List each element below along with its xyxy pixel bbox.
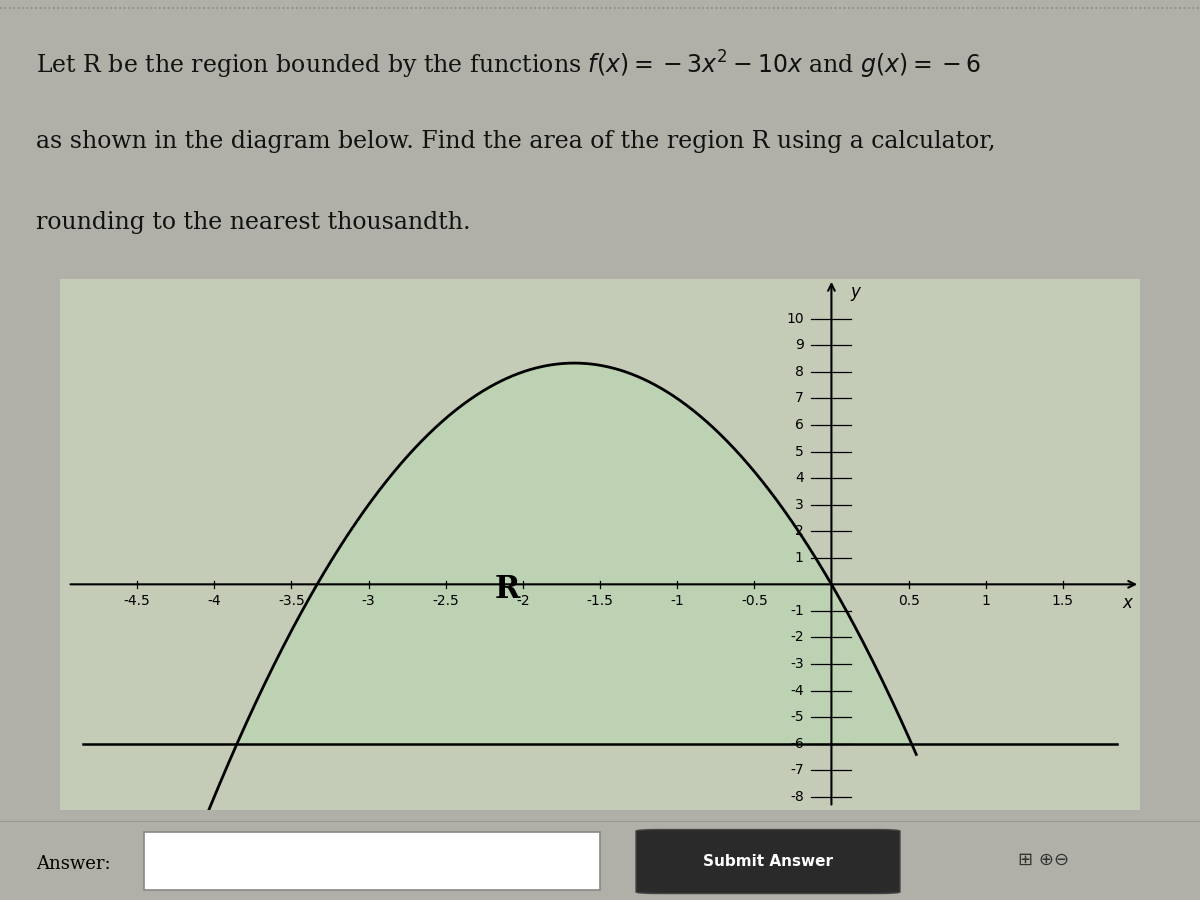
Text: 8: 8 (794, 364, 804, 379)
FancyBboxPatch shape (144, 832, 600, 890)
Text: 10: 10 (786, 311, 804, 326)
Text: 4: 4 (794, 471, 804, 485)
Text: -2: -2 (790, 630, 804, 644)
Text: 2: 2 (794, 524, 804, 538)
Text: 1: 1 (982, 594, 990, 608)
Text: 5: 5 (794, 445, 804, 459)
Text: -1: -1 (790, 604, 804, 618)
Text: 1.5: 1.5 (1052, 594, 1074, 608)
Text: -3.5: -3.5 (278, 594, 305, 608)
Text: Submit Answer: Submit Answer (703, 853, 833, 868)
Text: Let R be the region bounded by the functions $f(x) = -3x^2 - 10x$ and $g(x) = -6: Let R be the region bounded by the funct… (36, 49, 982, 81)
Text: -0.5: -0.5 (740, 594, 768, 608)
Text: 9: 9 (794, 338, 804, 353)
Text: ⊞ ⊕⊖: ⊞ ⊕⊖ (1019, 850, 1069, 868)
Text: 7: 7 (794, 392, 804, 406)
Text: -1: -1 (671, 594, 684, 608)
Text: 6: 6 (794, 418, 804, 432)
Text: rounding to the nearest thousandth.: rounding to the nearest thousandth. (36, 211, 470, 234)
Text: -5: -5 (790, 710, 804, 724)
Text: R: R (494, 574, 520, 605)
Text: 0.5: 0.5 (898, 594, 919, 608)
Text: -2: -2 (516, 594, 529, 608)
Text: 1: 1 (794, 551, 804, 565)
Text: y: y (850, 283, 860, 301)
Text: -4: -4 (208, 594, 221, 608)
Text: -6: -6 (790, 736, 804, 751)
Text: Answer:: Answer: (36, 855, 110, 873)
Text: -8: -8 (790, 789, 804, 804)
Text: -4.5: -4.5 (124, 594, 150, 608)
Text: x: x (1123, 594, 1133, 612)
Text: as shown in the diagram below. Find the area of the region R using a calculator,: as shown in the diagram below. Find the … (36, 130, 996, 153)
Text: -7: -7 (790, 763, 804, 778)
Text: -4: -4 (790, 683, 804, 698)
FancyBboxPatch shape (636, 830, 900, 894)
Text: -2.5: -2.5 (432, 594, 460, 608)
Text: -1.5: -1.5 (587, 594, 613, 608)
Text: -3: -3 (790, 657, 804, 671)
Text: -3: -3 (361, 594, 376, 608)
Text: 3: 3 (794, 498, 804, 512)
